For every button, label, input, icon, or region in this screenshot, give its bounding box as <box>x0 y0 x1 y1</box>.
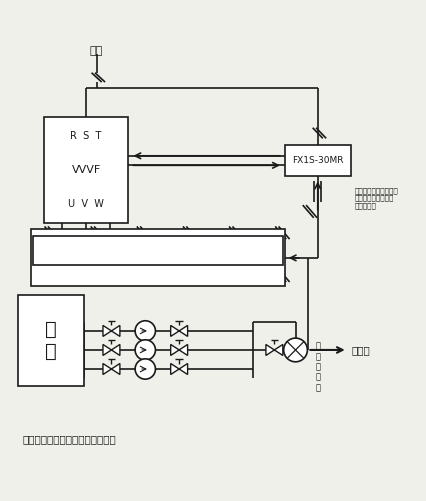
Polygon shape <box>274 345 283 355</box>
Polygon shape <box>179 345 187 355</box>
Polygon shape <box>171 364 179 375</box>
Text: 压
力
变
送
器: 压 力 变 送 器 <box>316 342 321 392</box>
Circle shape <box>135 321 155 341</box>
Text: 变频恒压供水系统原理图（图一）: 变频恒压供水系统原理图（图一） <box>23 434 116 444</box>
Text: 电源: 电源 <box>90 46 103 56</box>
Polygon shape <box>103 326 112 336</box>
Circle shape <box>135 340 155 360</box>
Bar <box>31 229 285 287</box>
Polygon shape <box>171 345 179 355</box>
Text: FX1S-30MR: FX1S-30MR <box>292 156 343 165</box>
Bar <box>285 145 351 176</box>
Polygon shape <box>171 326 179 336</box>
Polygon shape <box>112 345 120 355</box>
Bar <box>33 236 283 265</box>
Polygon shape <box>112 364 120 375</box>
Circle shape <box>284 338 308 362</box>
Bar <box>44 117 128 223</box>
Polygon shape <box>179 326 187 336</box>
Bar <box>18 295 84 386</box>
Text: U  V  W: U V W <box>68 199 104 209</box>
Text: R  S  T: R S T <box>70 131 102 141</box>
Polygon shape <box>112 326 120 336</box>
Circle shape <box>135 359 155 379</box>
Polygon shape <box>179 364 187 375</box>
Text: VVVF: VVVF <box>72 165 101 175</box>
Polygon shape <box>266 345 274 355</box>
Polygon shape <box>103 364 112 375</box>
Polygon shape <box>103 345 112 355</box>
Text: 频率控制信号（运行反
馈、水位检测、故障
反馈信号）: 频率控制信号（运行反 馈、水位检测、故障 反馈信号） <box>355 187 399 209</box>
Text: 水
源: 水 源 <box>45 320 57 361</box>
Text: 水管网: 水管网 <box>352 345 371 355</box>
